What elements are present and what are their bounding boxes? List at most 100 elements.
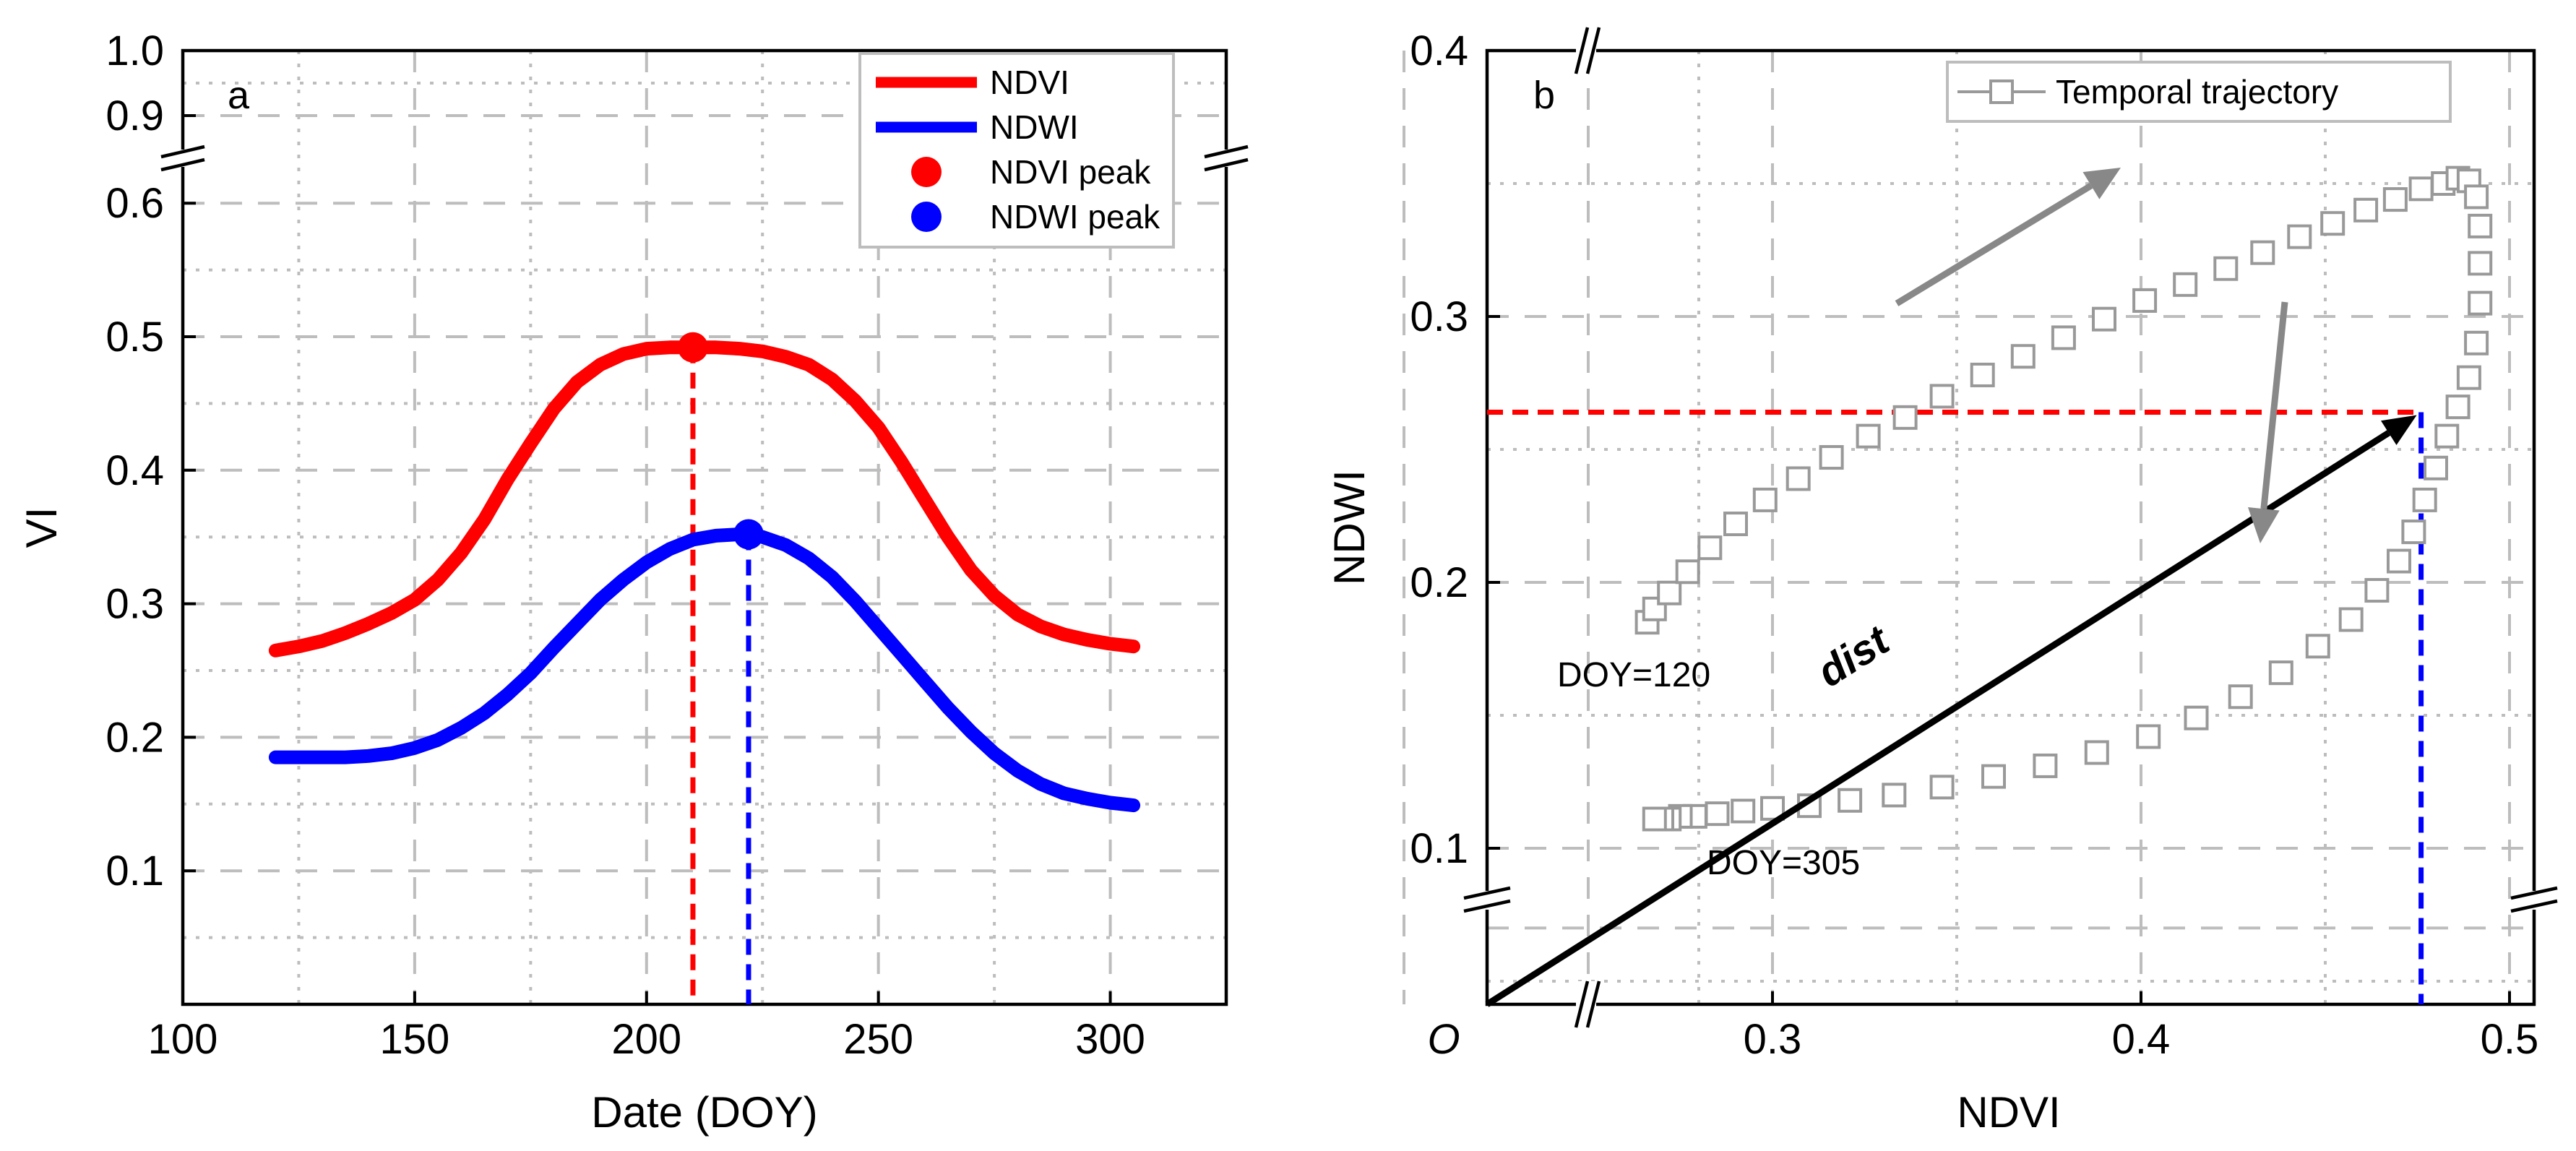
- trajectory-point: [2464, 330, 2489, 355]
- trajectory-point: [2401, 520, 2426, 545]
- series-line-ndwi: [268, 527, 1141, 813]
- trajectory-point: [2033, 753, 2058, 778]
- y-tick-label: 1.0: [105, 27, 164, 74]
- y-tick-label: 0.6: [105, 180, 164, 227]
- trajectory-point: [1731, 798, 1756, 824]
- trajectory-point: [2353, 197, 2379, 223]
- panel-letter-a: a: [228, 74, 250, 117]
- axis-break-mark: [1574, 27, 1590, 74]
- y-tick-label: 0.9: [105, 92, 164, 139]
- trajectory-point: [1723, 512, 1748, 537]
- trajectory-point: [2408, 176, 2434, 202]
- y-tick-label: 0.3: [105, 581, 164, 628]
- axis-break-mark: [2510, 886, 2558, 900]
- x-tick-label: 100: [148, 1016, 218, 1063]
- y-tick-label: 0.2: [105, 714, 164, 761]
- axis-break-mark: [1204, 158, 1249, 172]
- trajectory-point: [2424, 455, 2448, 480]
- trajectory-point: [2445, 395, 2471, 420]
- x-axis-title: NDVI: [1957, 1088, 2060, 1137]
- trajectory-point: [1785, 466, 1811, 491]
- axis-break-mark: [160, 145, 205, 159]
- x-tick-label: 300: [1075, 1016, 1145, 1063]
- trajectory-point: [1642, 806, 1667, 832]
- annotation-doy-end: DOY=305: [1707, 844, 1860, 882]
- legend-label: NDWI peak: [990, 198, 1160, 236]
- x-tick-label: 0.5: [2481, 1016, 2539, 1063]
- y-tick-label: 0.1: [105, 848, 164, 894]
- trajectory-point: [1657, 580, 1682, 605]
- axis-break-mark: [1463, 899, 1511, 913]
- y-axis-title: VI: [17, 507, 66, 548]
- trajectory-point: [2213, 256, 2239, 281]
- legend-label: NDWI: [990, 108, 1079, 146]
- trend-arrow-down-line: [2260, 301, 2288, 509]
- trajectory-point: [2456, 365, 2481, 390]
- x-tick-label: 200: [611, 1016, 681, 1063]
- trajectory-point: [2464, 184, 2489, 210]
- legend-symbol: [911, 157, 942, 187]
- trajectory-point: [2184, 705, 2209, 730]
- trend-arrow-up-head: [2082, 168, 2121, 199]
- trajectory-point: [1697, 535, 1723, 561]
- y-tick-label: 0.4: [1410, 27, 1468, 74]
- peak-marker-ndvi-peak: [677, 332, 708, 363]
- chart-panel-a: 100 150 200 250 300 1.0 0.9 0.6 0.5 0.4 0.3 0.2 0.1 D…: [17, 27, 1249, 1137]
- trajectory-point: [2268, 660, 2293, 686]
- trajectory-point: [1892, 405, 1918, 430]
- trajectory-point: [2287, 224, 2312, 249]
- dist-arrow-line: [1485, 430, 2391, 1007]
- y-tick-label: 0.1: [1410, 825, 1468, 872]
- trajectory-point: [2320, 211, 2345, 236]
- x-tick-label: 150: [379, 1016, 449, 1063]
- axis-break-mark: [160, 158, 205, 172]
- trajectory-point: [2010, 344, 2036, 369]
- peak-marker-ndwi-peak: [733, 519, 764, 550]
- trajectory-point: [1642, 596, 1667, 621]
- x-tick-label: 250: [843, 1016, 913, 1063]
- trajectory-point: [2338, 607, 2364, 632]
- legend-symbol: [911, 202, 942, 232]
- trajectory-point: [2132, 288, 2158, 313]
- trajectory-point: [2434, 423, 2460, 449]
- trajectory-point: [1981, 764, 2006, 789]
- trajectory-point: [2387, 548, 2411, 574]
- trajectory-point: [2468, 290, 2493, 316]
- trajectory-point: [1856, 423, 1881, 449]
- legend-label: NDVI: [990, 64, 1069, 101]
- trajectory-point: [1929, 384, 1955, 409]
- axis-break-mark: [1463, 886, 1511, 900]
- trajectory-point: [2305, 634, 2330, 659]
- trajectory-point: [2228, 684, 2253, 710]
- x-axis-title: Date (DOY): [591, 1088, 817, 1137]
- trajectory-point: [2173, 272, 2198, 297]
- y-tick-label: 0.5: [105, 314, 164, 361]
- dist-arrow-head: [2381, 415, 2417, 445]
- trajectory-point: [1675, 559, 1700, 585]
- trajectory-point: [2136, 724, 2161, 749]
- trajectory-point: [1882, 783, 1907, 808]
- trajectory-point: [2412, 487, 2437, 512]
- trajectory-point: [2092, 306, 2116, 332]
- trajectory-point: [2250, 240, 2275, 265]
- y-tick-label: 0.4: [105, 447, 164, 494]
- trajectory-point: [2468, 213, 2493, 238]
- y-tick-label: 0.3: [1410, 293, 1468, 340]
- trend-arrow-down-head: [2248, 507, 2280, 543]
- x-tick-label: 0.4: [2112, 1016, 2171, 1063]
- trajectory-point: [2468, 251, 2493, 276]
- trajectory-point: [2084, 740, 2109, 765]
- trajectory-point: [1970, 362, 1995, 387]
- axis-break-mark: [1585, 980, 1601, 1028]
- trajectory-point: [2051, 325, 2076, 350]
- trajectory-point: [1819, 445, 1844, 470]
- y-tick-label: 0.2: [1410, 559, 1468, 606]
- axis-break-mark: [1204, 145, 1249, 159]
- trajectory-point: [1929, 775, 1955, 800]
- x-tick-label: 0.3: [1744, 1016, 1802, 1063]
- plot-frame-a: [181, 48, 1228, 1006]
- plot-frame-b: [1485, 48, 2536, 1006]
- origin-label: O: [1427, 1016, 1460, 1063]
